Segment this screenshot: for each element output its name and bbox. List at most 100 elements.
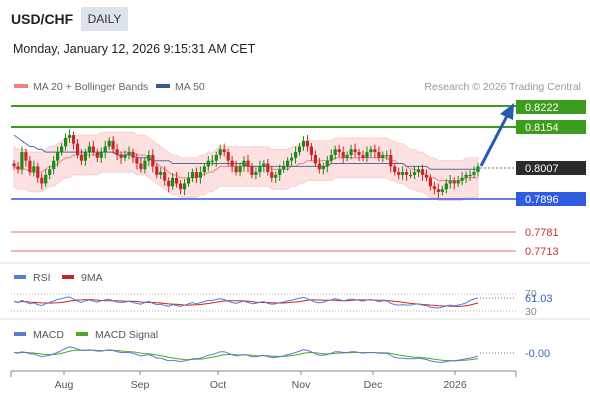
ma50-legend-swatch [156, 84, 170, 88]
candle-body [190, 172, 195, 178]
pivot-tag-label: 0.7896 [525, 194, 559, 206]
candle-body [341, 152, 345, 158]
candle-body [52, 160, 56, 170]
candle-body [385, 155, 389, 157]
ma50-line [13, 134, 478, 170]
candle-body [365, 152, 369, 158]
candle-body [270, 172, 274, 178]
candle-body [83, 152, 87, 161]
candle-body [313, 155, 317, 164]
candle-body [266, 163, 270, 172]
candle-body [171, 177, 175, 187]
candle-body [254, 172, 258, 175]
candle-body [218, 149, 222, 155]
r1-tag-label: 0.8154 [525, 122, 559, 134]
x-axis-ticks: Aug Sep Oct Nov Dec 2026 [10, 371, 517, 391]
candle-body [278, 169, 282, 175]
candle-body [234, 166, 238, 173]
candle-body [48, 169, 52, 175]
macd-line [13, 346, 479, 363]
candle-body [107, 140, 111, 147]
candle-body [186, 177, 191, 184]
candle-body [309, 146, 313, 155]
candle-body [64, 137, 68, 147]
x-axis-tick-label: 2026 [443, 379, 467, 391]
candle-body [139, 163, 143, 170]
candle-body [286, 160, 290, 167]
candle-body [175, 177, 179, 184]
candle-body [115, 149, 119, 155]
rsi-legend-label: RSI [33, 272, 51, 284]
timeframe-badge-label: DAILY [88, 12, 122, 26]
candle-body [87, 146, 91, 153]
candle-body [206, 160, 210, 167]
candle-body [67, 135, 72, 138]
candle-body [238, 166, 242, 173]
candle-body [393, 166, 397, 173]
candle-body [214, 155, 218, 161]
x-axis-tick-label: Nov [292, 379, 311, 391]
candle-body [333, 149, 337, 155]
candle-body [147, 155, 151, 161]
candle-body [420, 169, 425, 175]
ma20-legend-label: MA 20 + Bollinger Bands [33, 81, 148, 93]
candle-body [75, 143, 80, 155]
datetime: Monday, January 12, 2026 9:15:31 AM CET [13, 42, 256, 56]
candle-body [297, 146, 302, 153]
candle-body [412, 172, 417, 175]
x-axis-tick-label: Sep [131, 379, 150, 391]
timeframe-badge[interactable] [81, 7, 128, 31]
candle-body [20, 152, 24, 170]
candle-body [163, 172, 167, 181]
candle-body [337, 149, 341, 153]
candle-body [226, 152, 230, 161]
candle-body [143, 160, 147, 170]
ma50-legend-label: MA 50 [175, 81, 205, 93]
candle-body [301, 140, 306, 147]
rsi-value: 61.03 [525, 293, 553, 305]
candle-body [290, 157, 294, 161]
credit-label: Research © 2026 Trading Central [424, 81, 581, 93]
candle-body [202, 166, 206, 173]
rsi-ma-line [13, 299, 479, 307]
forecast-arrow-head [500, 103, 514, 120]
candle-body [389, 155, 393, 167]
candle-body [317, 163, 321, 170]
candle-body [432, 186, 436, 190]
candle-body [242, 160, 246, 167]
candle-body [329, 155, 333, 161]
macd-lines [13, 346, 479, 363]
candle-body [274, 174, 278, 178]
candle-body [440, 189, 444, 192]
candle-body [476, 166, 480, 173]
ma20-legend-swatch [14, 84, 28, 88]
candle-body [12, 163, 16, 167]
candle-body [373, 149, 377, 153]
last-price-tag [516, 161, 586, 175]
candle-body [381, 155, 385, 158]
candle-body [210, 160, 214, 162]
candle-body [416, 169, 421, 172]
r1-tag [516, 120, 586, 134]
candle-body [246, 160, 250, 167]
rsi-ma-legend-label: 9MA [81, 272, 103, 284]
macd-signal-legend-swatch [76, 332, 88, 336]
candle-body [436, 189, 440, 192]
rsi-tick-30: 30 [525, 306, 537, 318]
candle-body [401, 172, 405, 175]
candle-body [198, 172, 202, 178]
candle-body [468, 174, 472, 177]
rsi-ma-legend-swatch [62, 275, 74, 279]
candle-body [131, 152, 135, 158]
candle-body [119, 155, 123, 158]
candle-body [230, 160, 234, 167]
moving-averages [13, 134, 478, 182]
candle-body [179, 183, 183, 190]
macd-legend-label: MACD [33, 329, 64, 341]
candle-body [40, 177, 44, 184]
candle-body [353, 149, 357, 153]
x-axis-tick-label: Aug [55, 379, 74, 391]
candle-body [405, 172, 409, 175]
candle-body [424, 174, 428, 178]
candle-body [250, 166, 254, 175]
